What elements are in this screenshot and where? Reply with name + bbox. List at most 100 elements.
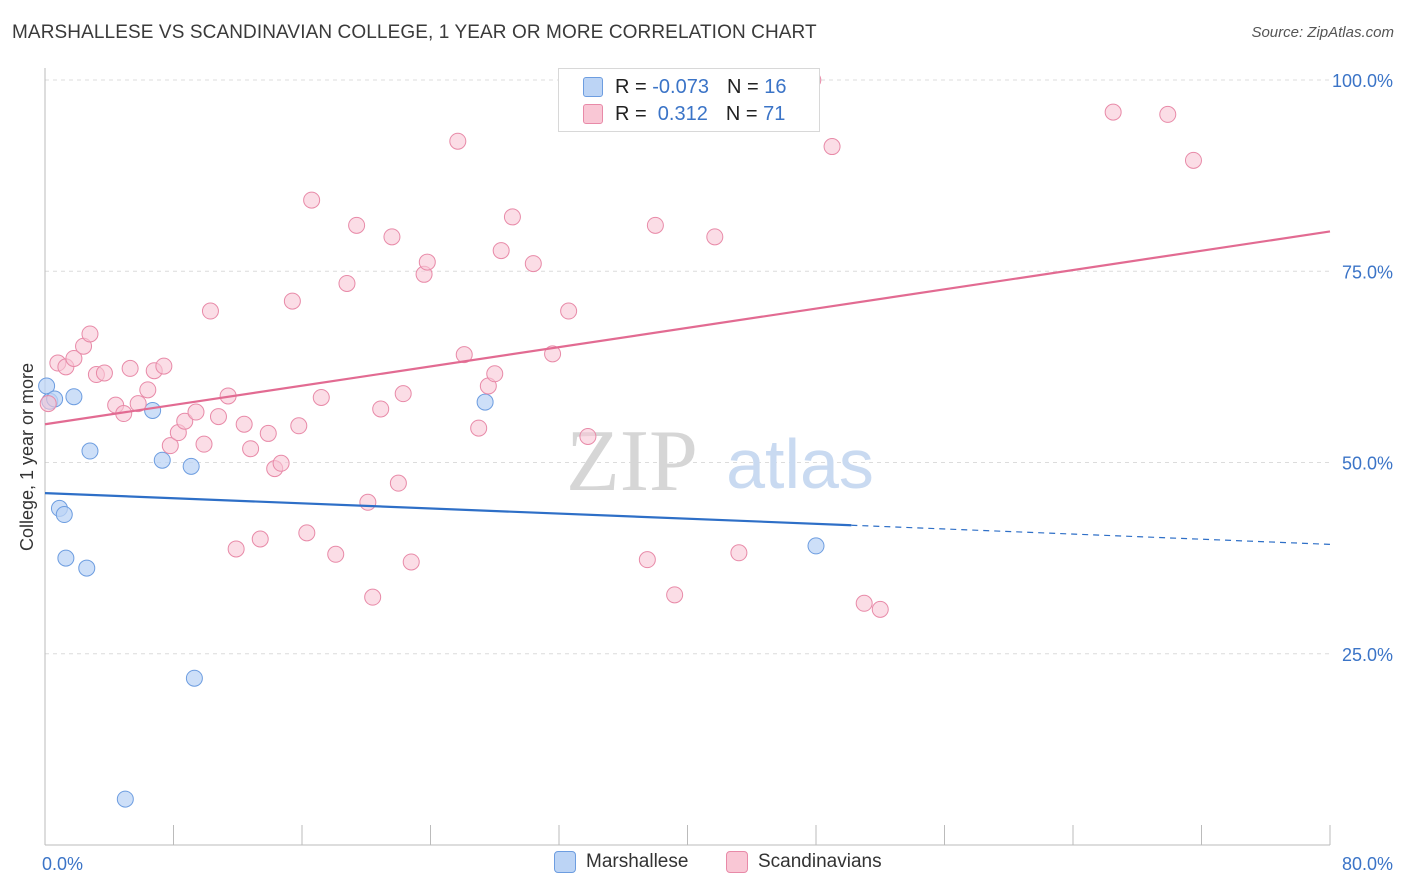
legend-item-marshallese[interactable]: Marshallese (554, 851, 688, 873)
scandinavian-point (486, 365, 504, 383)
marshallese-point (153, 451, 171, 469)
marshallese-trend-line (44, 492, 852, 527)
marshallese-legend-swatch (554, 851, 576, 873)
scandinavian-point (389, 474, 407, 492)
scandinavian-point (327, 545, 345, 563)
scandinavian-point (823, 138, 841, 156)
x-tick-label: 0.0% (42, 854, 83, 874)
scandinavian-point (383, 228, 401, 246)
scandinavian-point (503, 208, 521, 226)
y-axis-label: College, 1 year or more (17, 363, 37, 551)
scandinavian-point (39, 395, 57, 413)
scandinavian-point (259, 424, 277, 442)
scandinavian-point (176, 412, 194, 430)
series-legend: Marshallese Scandinavians (0, 851, 1406, 877)
legend-item-scandinavians[interactable]: Scandinavians (726, 851, 882, 873)
scandinavian-point (303, 191, 321, 209)
marshallese-point (807, 537, 825, 555)
n-label: N = (725, 102, 764, 125)
watermark-zip: ZIP (566, 413, 698, 510)
y-tick-label: 75.0% (1342, 262, 1393, 282)
scandinavian-point (706, 228, 724, 246)
scandinavian-point (544, 345, 562, 363)
y-tick-label: 50.0% (1342, 454, 1393, 474)
scandinavian-point (121, 359, 139, 377)
r-value: -0.073 (652, 75, 709, 98)
scandinavian-point (646, 216, 664, 234)
scandinavian-point (402, 553, 420, 571)
marshallese-point (185, 669, 203, 687)
scandinavian-point (492, 242, 510, 260)
scandinavian-point (449, 132, 467, 150)
scandinavian-point (290, 417, 308, 435)
scandinavian-point (338, 274, 356, 292)
trend-lines (44, 230, 1331, 545)
n-value: 16 (764, 75, 787, 98)
scandinavian-point (227, 540, 245, 558)
n-value: 71 (763, 102, 786, 125)
marshallese-point (182, 457, 200, 475)
watermark-atlas: atlas (726, 425, 874, 503)
marshallese-point (144, 401, 162, 419)
axes (44, 68, 1331, 846)
scandinavian-point (95, 364, 113, 382)
legend-label: Scandinavians (758, 851, 882, 872)
scandinavian-point (730, 544, 748, 562)
y-tick-labels: 25.0% 50.0% 75.0% 100.0% (1332, 71, 1393, 665)
scandinavian-point (187, 403, 205, 421)
marshallese-point (57, 549, 75, 567)
x-tick-labels: 0.0% 80.0% (42, 854, 1393, 874)
marshallese-swatch (583, 77, 603, 97)
scandinavian-point (242, 440, 260, 458)
r-value: 0.312 (652, 102, 708, 125)
scandinavian-point (560, 302, 578, 320)
marshallese-trend-extension (851, 524, 1331, 545)
watermark: ZIP atlas (566, 413, 874, 510)
scandinavian-point (418, 253, 436, 271)
stats-legend-row-scandinavian: R = 0.312 N = 71 (583, 101, 785, 127)
scandinavian-point (283, 292, 301, 310)
y-tick-label: 100.0% (1332, 71, 1393, 91)
scandinavian-trend-line (44, 230, 1331, 426)
scandinavian-point (855, 594, 873, 612)
source-label: Source: ZipAtlas.com (1251, 24, 1394, 41)
scandinavian-point (81, 325, 99, 343)
marshallese-points (38, 377, 825, 808)
scandinavian-point (455, 346, 473, 364)
scandinavian-point (272, 454, 290, 472)
scandinavian-point (394, 385, 412, 403)
grid-lines (45, 79, 1330, 655)
legend-label: Marshallese (586, 851, 689, 872)
scandinavian-point (638, 551, 656, 569)
marshallese-point (55, 506, 73, 524)
scandinavian-point (1159, 105, 1177, 123)
scandinavian-legend-swatch (726, 851, 748, 873)
scandinavian-point (372, 400, 390, 418)
marshallese-point (476, 393, 494, 411)
scandinavian-point (161, 437, 179, 455)
r-label: R = (615, 102, 653, 125)
scandinavian-swatch (583, 104, 603, 124)
marshallese-point (81, 442, 99, 460)
scandinavian-point (129, 395, 147, 413)
scandinavian-point (209, 408, 227, 426)
x-tick-label: 80.0% (1342, 854, 1393, 874)
marshallese-point (78, 559, 96, 577)
scandinavian-point (524, 255, 542, 273)
scandinavian-point (1184, 151, 1202, 169)
scandinavian-points (39, 71, 1202, 618)
scandinavian-point (348, 216, 366, 234)
scandinavian-point (579, 427, 597, 445)
stats-legend: R = -0.073 N = 16 R = 0.312 N = 71 (558, 68, 820, 132)
y-tick-label: 25.0% (1342, 645, 1393, 665)
r-label: R = (615, 75, 653, 98)
stats-legend-row-marshallese: R = -0.073 N = 16 (583, 74, 786, 100)
chart-title: MARSHALLESE VS SCANDINAVIAN COLLEGE, 1 Y… (12, 22, 817, 43)
scandinavian-point (364, 588, 382, 606)
scandinavian-point (359, 493, 377, 511)
marshallese-point (116, 790, 134, 808)
scandinavian-point (470, 419, 488, 437)
scandinavian-point (155, 357, 173, 375)
scandinavian-point (65, 349, 83, 367)
